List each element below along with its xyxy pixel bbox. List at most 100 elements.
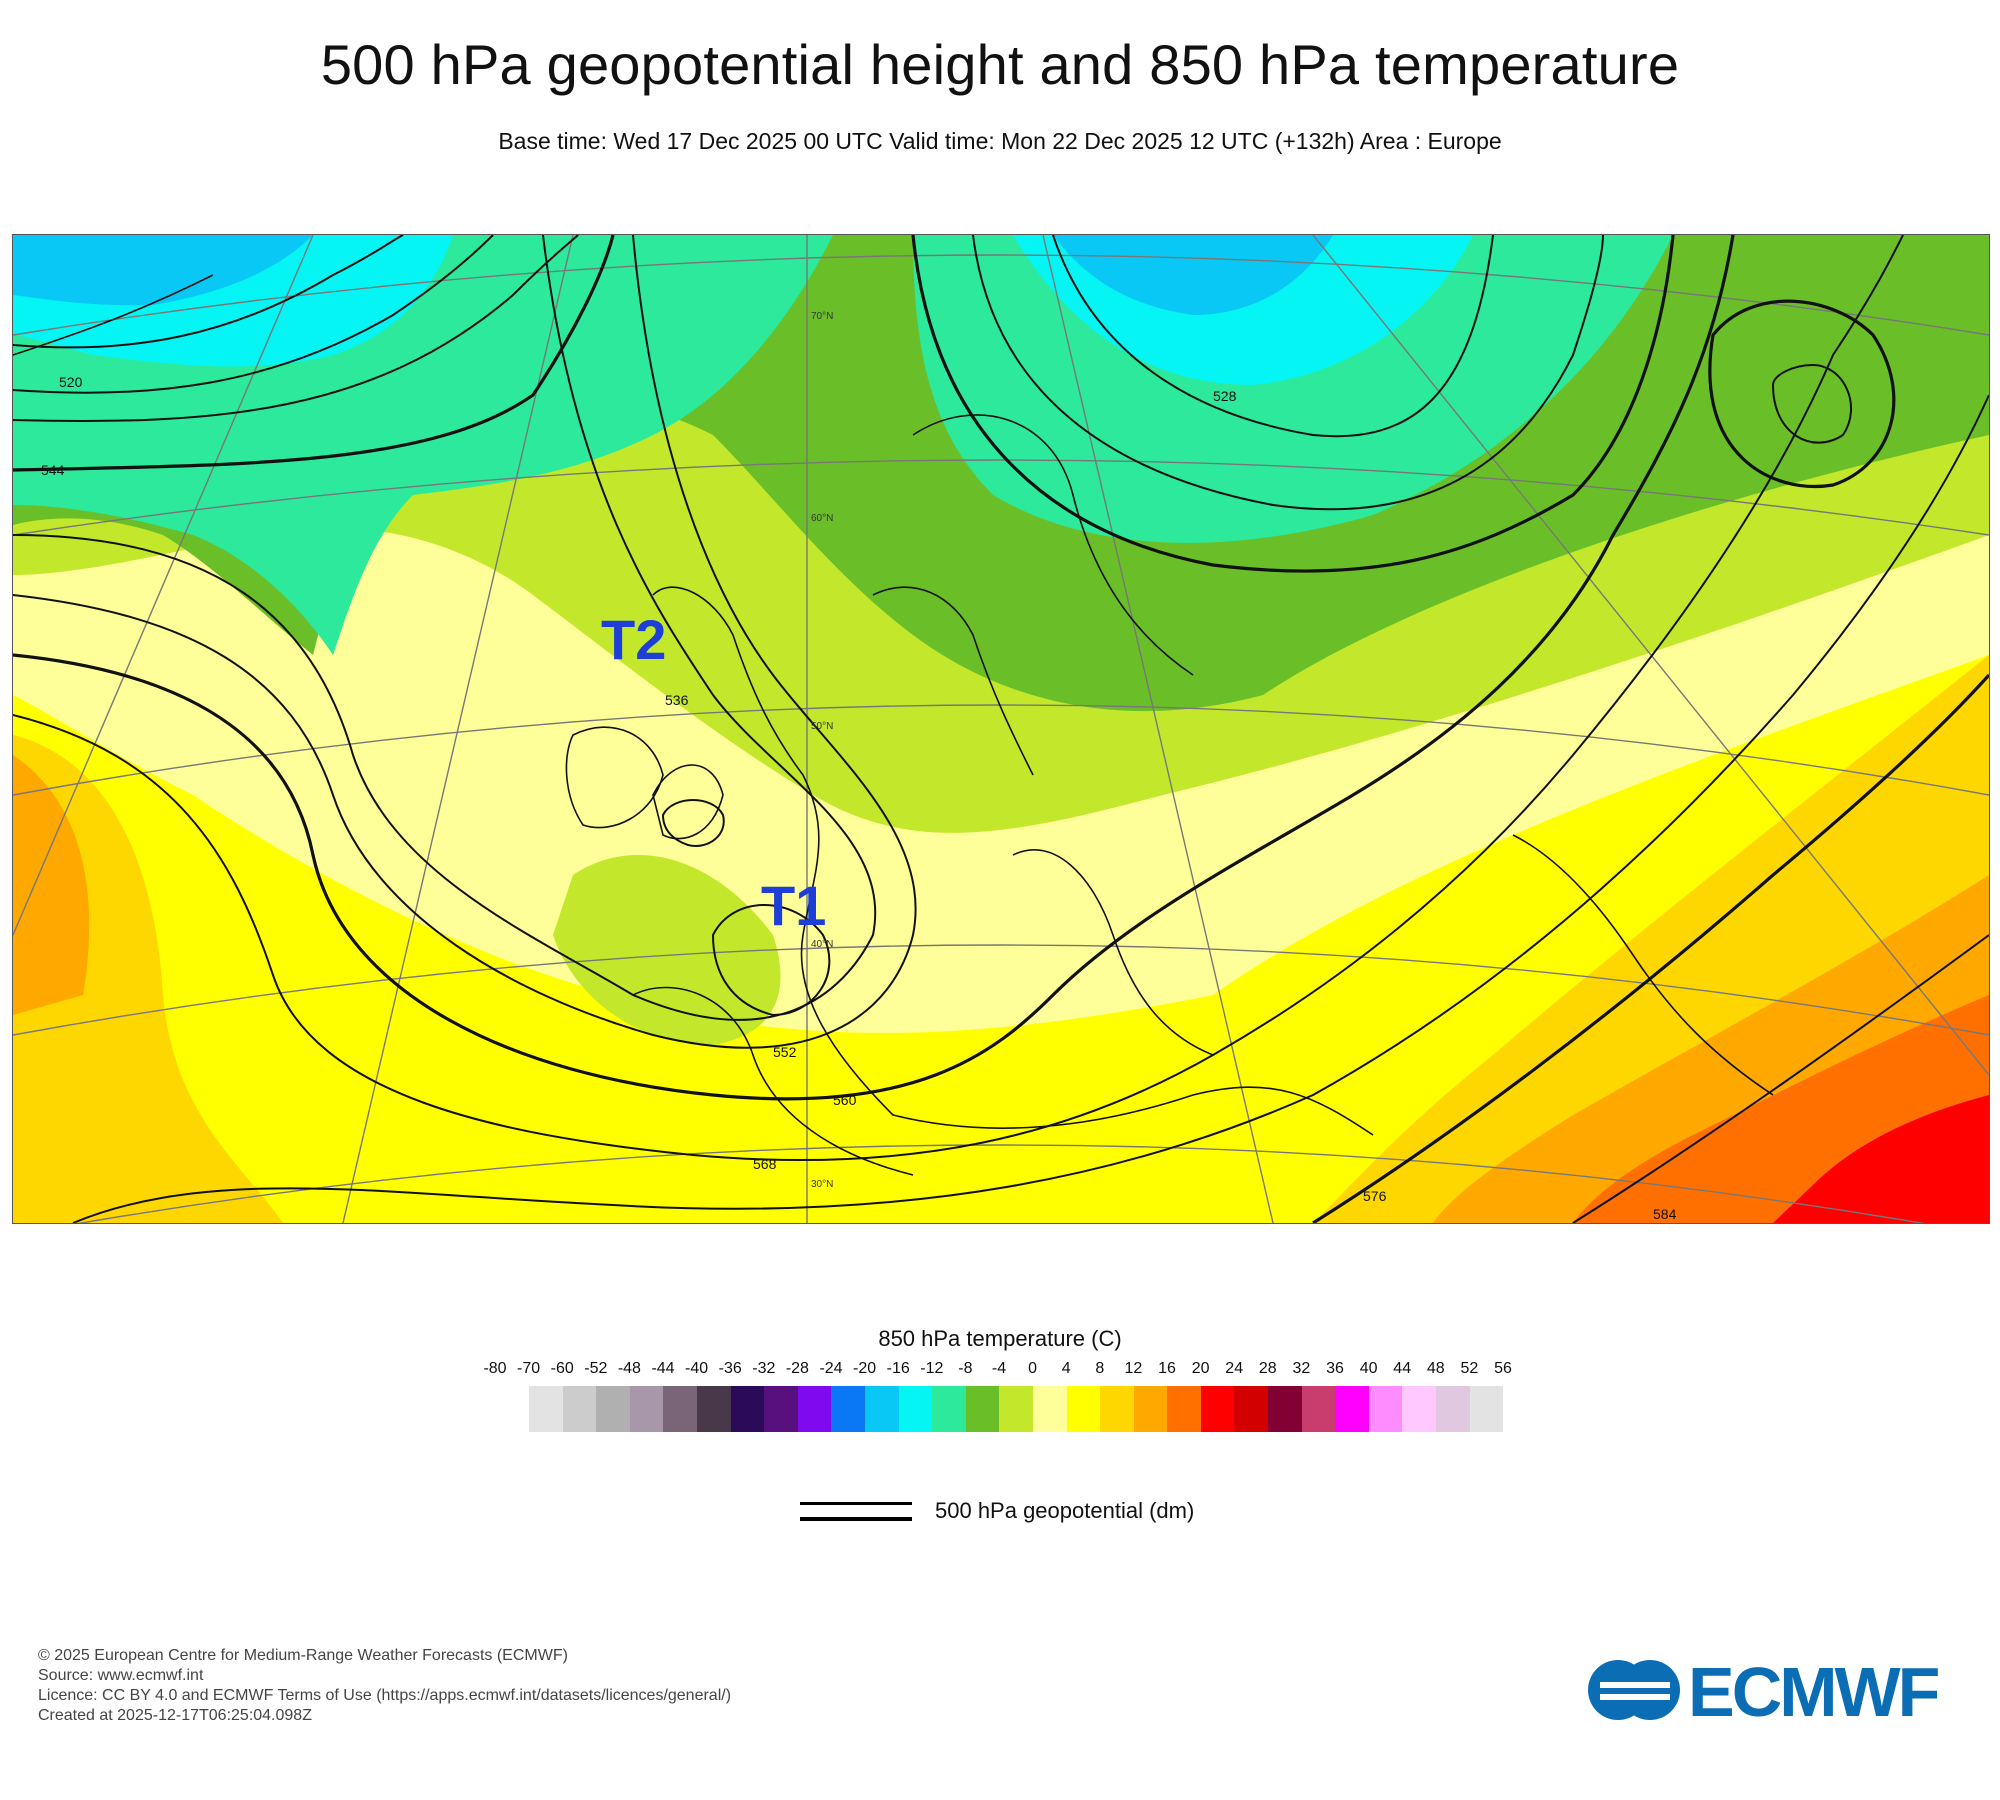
legend-tick: -36 [718, 1360, 742, 1377]
legend-tick: -80 [483, 1360, 507, 1377]
geopotential-contours [13, 235, 1989, 1223]
legend-tick: -16 [886, 1360, 910, 1377]
contour-label: 520 [59, 374, 83, 390]
contour-label: 568 [753, 1156, 777, 1172]
contour-label: 528 [1213, 388, 1237, 404]
legend-tick: 40 [1359, 1360, 1378, 1377]
contour-label: 552 [773, 1044, 797, 1060]
legend-color-box [596, 1386, 630, 1432]
contour-label: 576 [1363, 1188, 1387, 1204]
legend-tick: -4 [991, 1360, 1007, 1377]
legend-color-box [1133, 1386, 1168, 1432]
legend-color-box [999, 1386, 1033, 1432]
legend-color-box [1268, 1386, 1302, 1432]
legend-tick: 12 [1124, 1360, 1143, 1377]
chart-title: 500 hPa geopotential height and 850 hPa … [320, 33, 1680, 96]
legend-color-box [529, 1386, 563, 1432]
legend-tick: 20 [1191, 1360, 1210, 1377]
legend-color-box [1234, 1386, 1269, 1432]
legend-tick: -48 [617, 1360, 641, 1377]
ecmwf-logo: ECMWF [1588, 1653, 1968, 1731]
legend-color-box [764, 1386, 798, 1432]
legend-tick: 16 [1158, 1360, 1176, 1377]
legend-tick: -20 [853, 1360, 877, 1377]
legend-tick: -40 [685, 1360, 709, 1377]
ecmwf-wordmark: ECMWF [1688, 1653, 1940, 1731]
geopotential-legend: 500 hPa geopotential (dm) [800, 1496, 1200, 1532]
legend-tick: -32 [752, 1360, 776, 1377]
legend-tick: 28 [1258, 1360, 1277, 1377]
temperature-legend-title: 850 hPa temperature (C) [878, 1326, 1122, 1351]
legend-tick: -44 [651, 1360, 675, 1377]
footer-licence: Licence: CC BY 4.0 and ECMWF Terms of Us… [38, 1687, 732, 1704]
footer-source: Source: www.ecmwf.int [38, 1667, 204, 1684]
legend-tick: -12 [920, 1360, 944, 1377]
contour-label: 584 [1653, 1206, 1677, 1222]
graticule-label: 50°N [811, 721, 833, 732]
legend-color-box [562, 1386, 597, 1432]
contour-labels: 520 528 536 544 552 560 568 576 584 [41, 374, 1677, 1222]
legend-tick: -52 [584, 1360, 608, 1377]
marker-t1: T1 [761, 874, 826, 937]
legend-color-box [1032, 1386, 1067, 1432]
ecmwf-mark-icon [1588, 1660, 1680, 1720]
geopotential-line-swatch [800, 1502, 912, 1533]
legend-tick: -8 [958, 1360, 973, 1377]
legend-tick: 8 [1095, 1360, 1105, 1377]
legend-color-box [730, 1386, 765, 1432]
temp-area-blue-north [13, 235, 313, 306]
footer-copyright: © 2025 European Centre for Medium-Range … [38, 1647, 568, 1664]
legend-color-box [797, 1386, 832, 1432]
legend-color-box [1100, 1386, 1134, 1432]
legend-color-box [1368, 1386, 1403, 1432]
legend-color-box [831, 1386, 865, 1432]
legend-tick: 36 [1326, 1360, 1344, 1377]
legend-tick: 52 [1460, 1360, 1479, 1377]
legend-color-box [1066, 1386, 1101, 1432]
graticule-label: 60°N [811, 513, 833, 524]
legend-tick: 24 [1225, 1360, 1244, 1377]
temp-area-warm-west-core [13, 755, 90, 1015]
legend-tick: -24 [819, 1360, 843, 1377]
geopotential-legend-label: 500 hPa geopotential (dm) [935, 1498, 1195, 1523]
contour-label: 536 [665, 692, 689, 708]
temperature-color-bar [529, 1386, 1504, 1432]
legend-color-box [898, 1386, 933, 1432]
temp-area-blue-ne [1053, 235, 1333, 315]
storm-markers: T2 T1 [601, 608, 826, 937]
legend-color-box [663, 1386, 697, 1432]
graticule-label: 40°N [811, 939, 833, 950]
legend-color-box [1200, 1386, 1235, 1432]
legend-color-box [1469, 1386, 1504, 1432]
legend-color-box [1301, 1386, 1336, 1432]
temp-area-trough-cool [553, 855, 781, 1045]
footer-created: Created at 2025-12-17T06:25:04.098Z [38, 1707, 312, 1724]
chart-subtitle: Base time: Wed 17 Dec 2025 00 UTC Valid … [498, 128, 1502, 154]
legend-color-box [965, 1386, 1000, 1432]
legend-color-box [696, 1386, 731, 1432]
contour-label: 544 [41, 462, 65, 478]
legend-tick: 44 [1393, 1360, 1412, 1377]
legend-tick: 32 [1292, 1360, 1311, 1377]
legend-color-box [864, 1386, 899, 1432]
contour-label: 560 [833, 1092, 857, 1108]
legend-color-box [1167, 1386, 1201, 1432]
legend-tick: -70 [517, 1360, 541, 1377]
graticule-label: 30°N [811, 1179, 833, 1190]
forecast-map: 520 528 536 544 552 560 568 576 584 70°N… [12, 234, 1990, 1224]
legend-tick: -60 [550, 1360, 574, 1377]
footer: © 2025 European Centre for Medium-Range … [38, 1646, 731, 1726]
graticule-labels: 70°N 60°N 50°N 40°N 30°N [811, 311, 833, 1190]
coastlines [13, 274, 1774, 1176]
marker-t2: T2 [601, 608, 666, 671]
temp-area-hottest-east [1773, 1095, 1989, 1223]
temperature-legend-ticks: -80 -70 -60 -52 -48 -44 -40 -36 -32 -28 -24 -20 -16-… [480, 1360, 1520, 1382]
legend-color-box [1402, 1386, 1437, 1432]
legend-tick: 4 [1061, 1360, 1071, 1377]
legend-color-box [932, 1386, 966, 1432]
legend-color-box [1335, 1386, 1369, 1432]
legend-tick: 0 [1028, 1360, 1038, 1377]
legend-color-box [629, 1386, 664, 1432]
legend-color-box [1436, 1386, 1470, 1432]
legend-tick: 48 [1426, 1360, 1445, 1377]
